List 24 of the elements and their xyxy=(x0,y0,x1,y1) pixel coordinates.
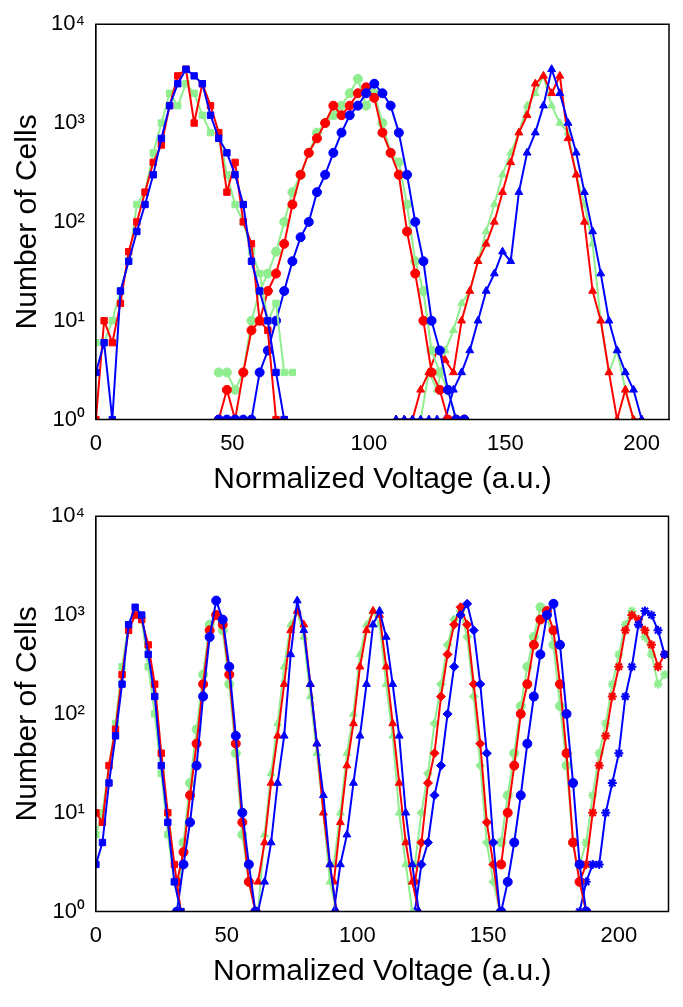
y-tick-label: 10⁴ xyxy=(50,10,85,36)
y-tick-label: 10² xyxy=(53,207,85,233)
y-tick-label: 10¹ xyxy=(53,798,85,824)
y-tick-label: 10³ xyxy=(53,109,85,135)
x-tick-label: 100 xyxy=(350,429,388,455)
y-tick-label: 10² xyxy=(53,699,85,725)
x-tick-label: 200 xyxy=(623,429,661,455)
y-tick-label: 10⁰ xyxy=(52,405,85,431)
x-tick-label: 0 xyxy=(89,921,103,947)
y-tick-label: 10⁰ xyxy=(52,897,85,923)
y-tick-label: 10³ xyxy=(53,601,85,627)
x-tick-label: 100 xyxy=(339,921,376,947)
x-tick-label: 150 xyxy=(469,921,507,947)
y-tick-label: 10¹ xyxy=(53,306,85,332)
y-tick-label: 10⁴ xyxy=(50,502,85,528)
x-tick-label: 200 xyxy=(600,921,638,947)
x-axis-title: Normalized Voltage (a.u.) xyxy=(213,461,552,495)
y-axis-title: Number of Cells xyxy=(9,606,43,822)
x-tick-label: 150 xyxy=(486,429,524,455)
x-tick-label: 50 xyxy=(220,429,245,455)
x-tick-label: 50 xyxy=(214,921,239,947)
x-tick-label: 0 xyxy=(89,429,103,455)
y-axis-title: Number of Cells xyxy=(9,114,43,330)
x-axis-title: Normalized Voltage (a.u.) xyxy=(212,953,552,987)
